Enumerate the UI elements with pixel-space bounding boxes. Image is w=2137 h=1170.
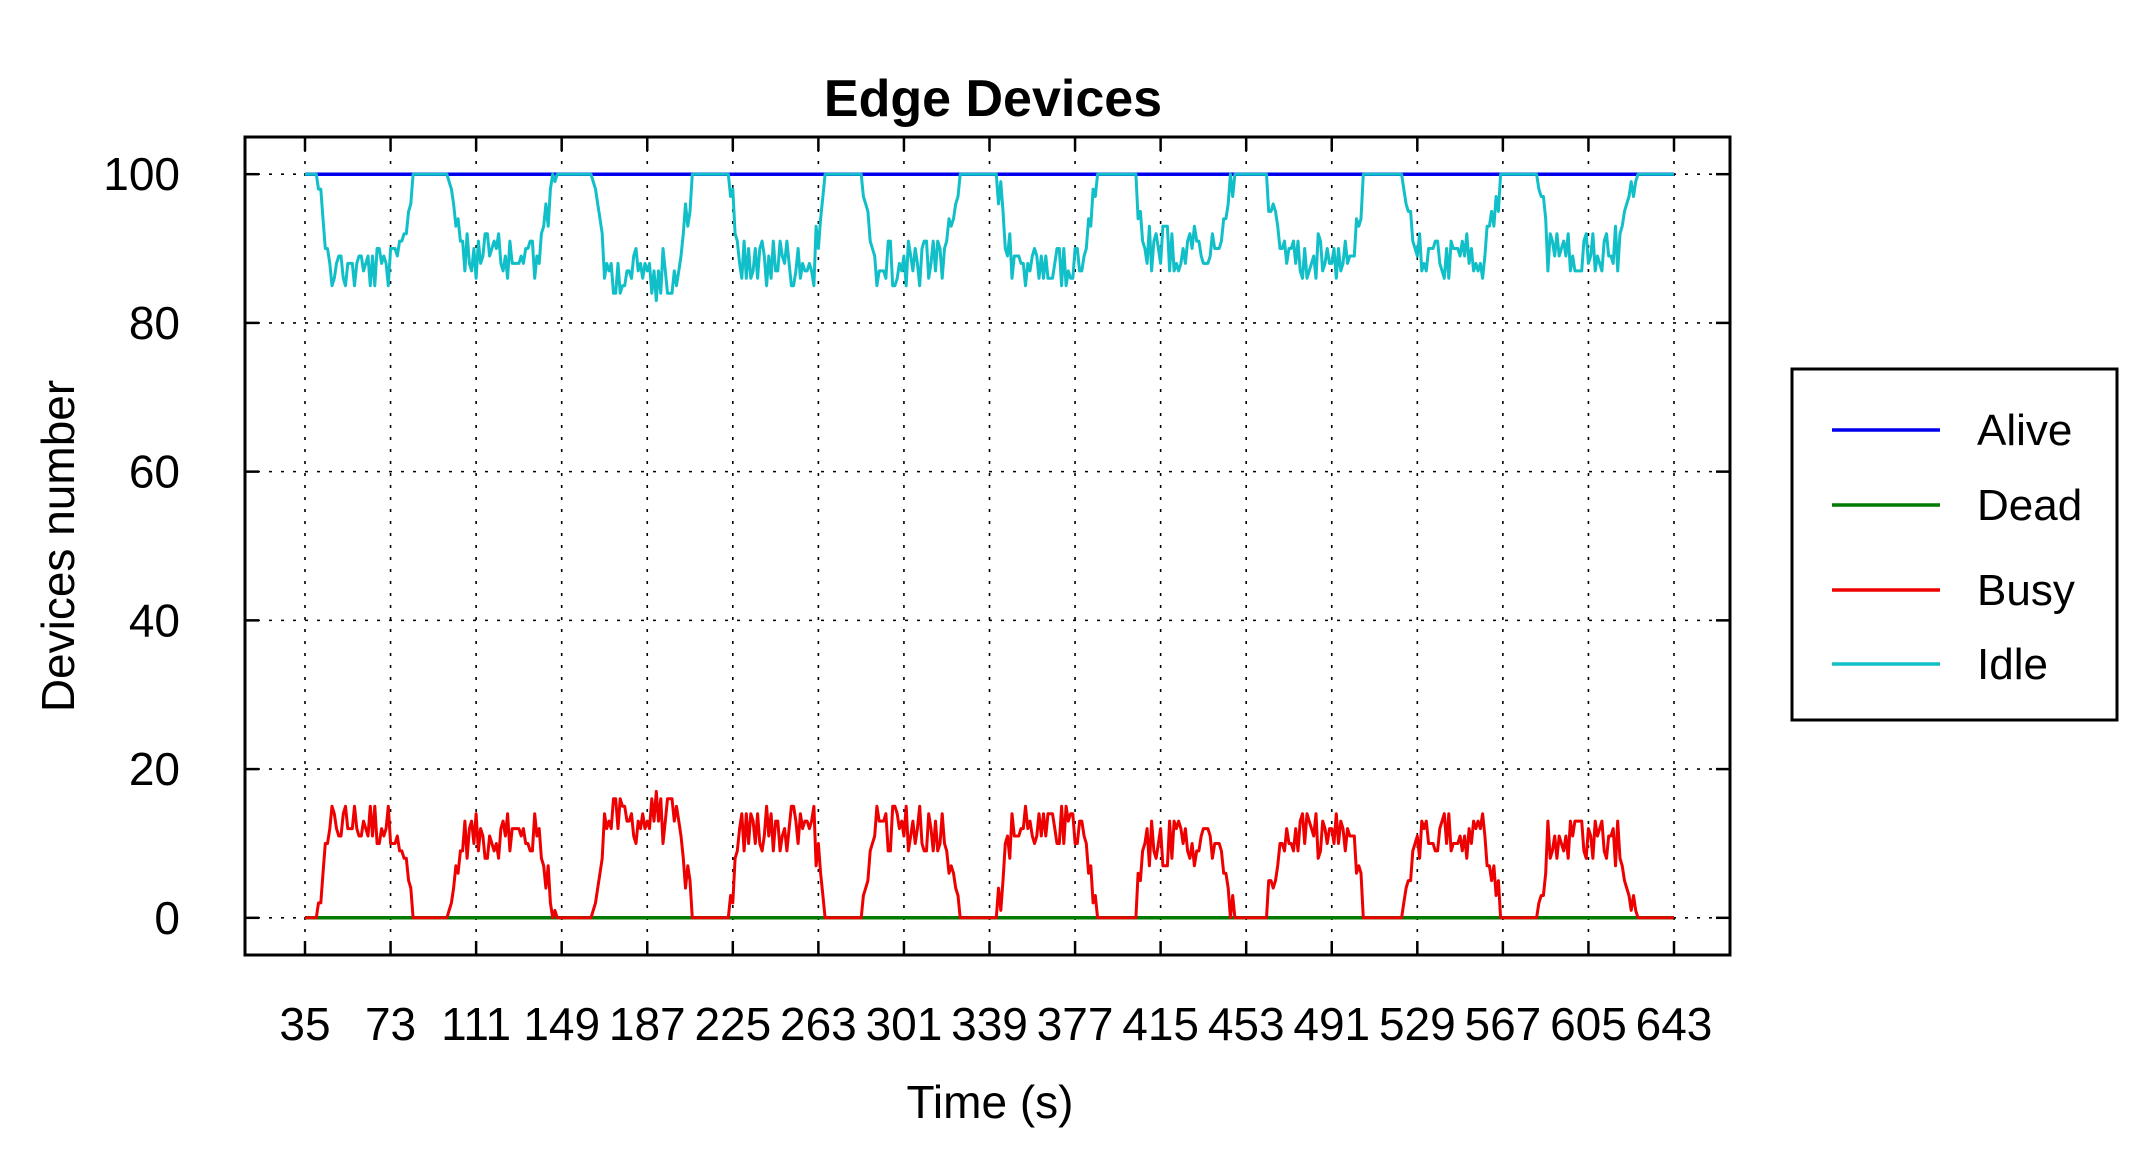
- x-tick-label: 529: [1379, 998, 1456, 1050]
- legend-label-busy: Busy: [1977, 566, 2075, 615]
- legend-box: [1790, 367, 2119, 722]
- series-idle-line: [305, 172, 1674, 303]
- x-tick-label: 453: [1208, 998, 1285, 1050]
- x-tick-label: 377: [1037, 998, 1114, 1050]
- x-tick-label: 263: [780, 998, 857, 1050]
- x-tick-label: 491: [1293, 998, 1370, 1050]
- series-layer: [305, 172, 1674, 920]
- legend: Alive Dead Busy Idle: [1790, 367, 2119, 722]
- x-tick-label: 643: [1636, 998, 1713, 1050]
- y-tick-label: 80: [129, 297, 180, 349]
- x-axis-ticks: 35 73 111 149 187 225 263 301 339 377 415 453 491 529…: [279, 137, 1712, 1050]
- y-tick-label: 20: [129, 743, 180, 795]
- x-tick-label: 149: [523, 998, 600, 1050]
- y-tick-label: 0: [154, 892, 180, 944]
- grid: [245, 137, 1730, 955]
- x-tick-label: 415: [1122, 998, 1199, 1050]
- plot-frame: [243, 135, 1732, 957]
- x-tick-label: 35: [279, 998, 330, 1050]
- legend-label-idle: Idle: [1977, 640, 2048, 689]
- x-tick-label: 187: [609, 998, 686, 1050]
- x-tick-label: 73: [365, 998, 416, 1050]
- legend-label-dead: Dead: [1977, 481, 2082, 530]
- x-tick-label: 339: [951, 998, 1028, 1050]
- series-busy-line: [305, 789, 1674, 920]
- x-tick-label: 605: [1550, 998, 1627, 1050]
- x-tick-label: 111: [441, 998, 511, 1050]
- x-tick-label: 567: [1465, 998, 1542, 1050]
- x-tick-label: 301: [866, 998, 943, 1050]
- y-axis-ticks: 0 20 40 60 80 100: [103, 148, 1730, 944]
- x-tick-label: 225: [694, 998, 771, 1050]
- legend-label-alive: Alive: [1977, 406, 2072, 455]
- y-axis-label: Devices number: [32, 380, 84, 712]
- y-tick-label: 100: [103, 148, 180, 200]
- chart-title: Edge Devices: [824, 70, 1162, 128]
- x-axis-label: Time (s): [907, 1076, 1074, 1128]
- y-tick-label: 40: [129, 594, 180, 646]
- y-tick-label: 60: [129, 446, 180, 498]
